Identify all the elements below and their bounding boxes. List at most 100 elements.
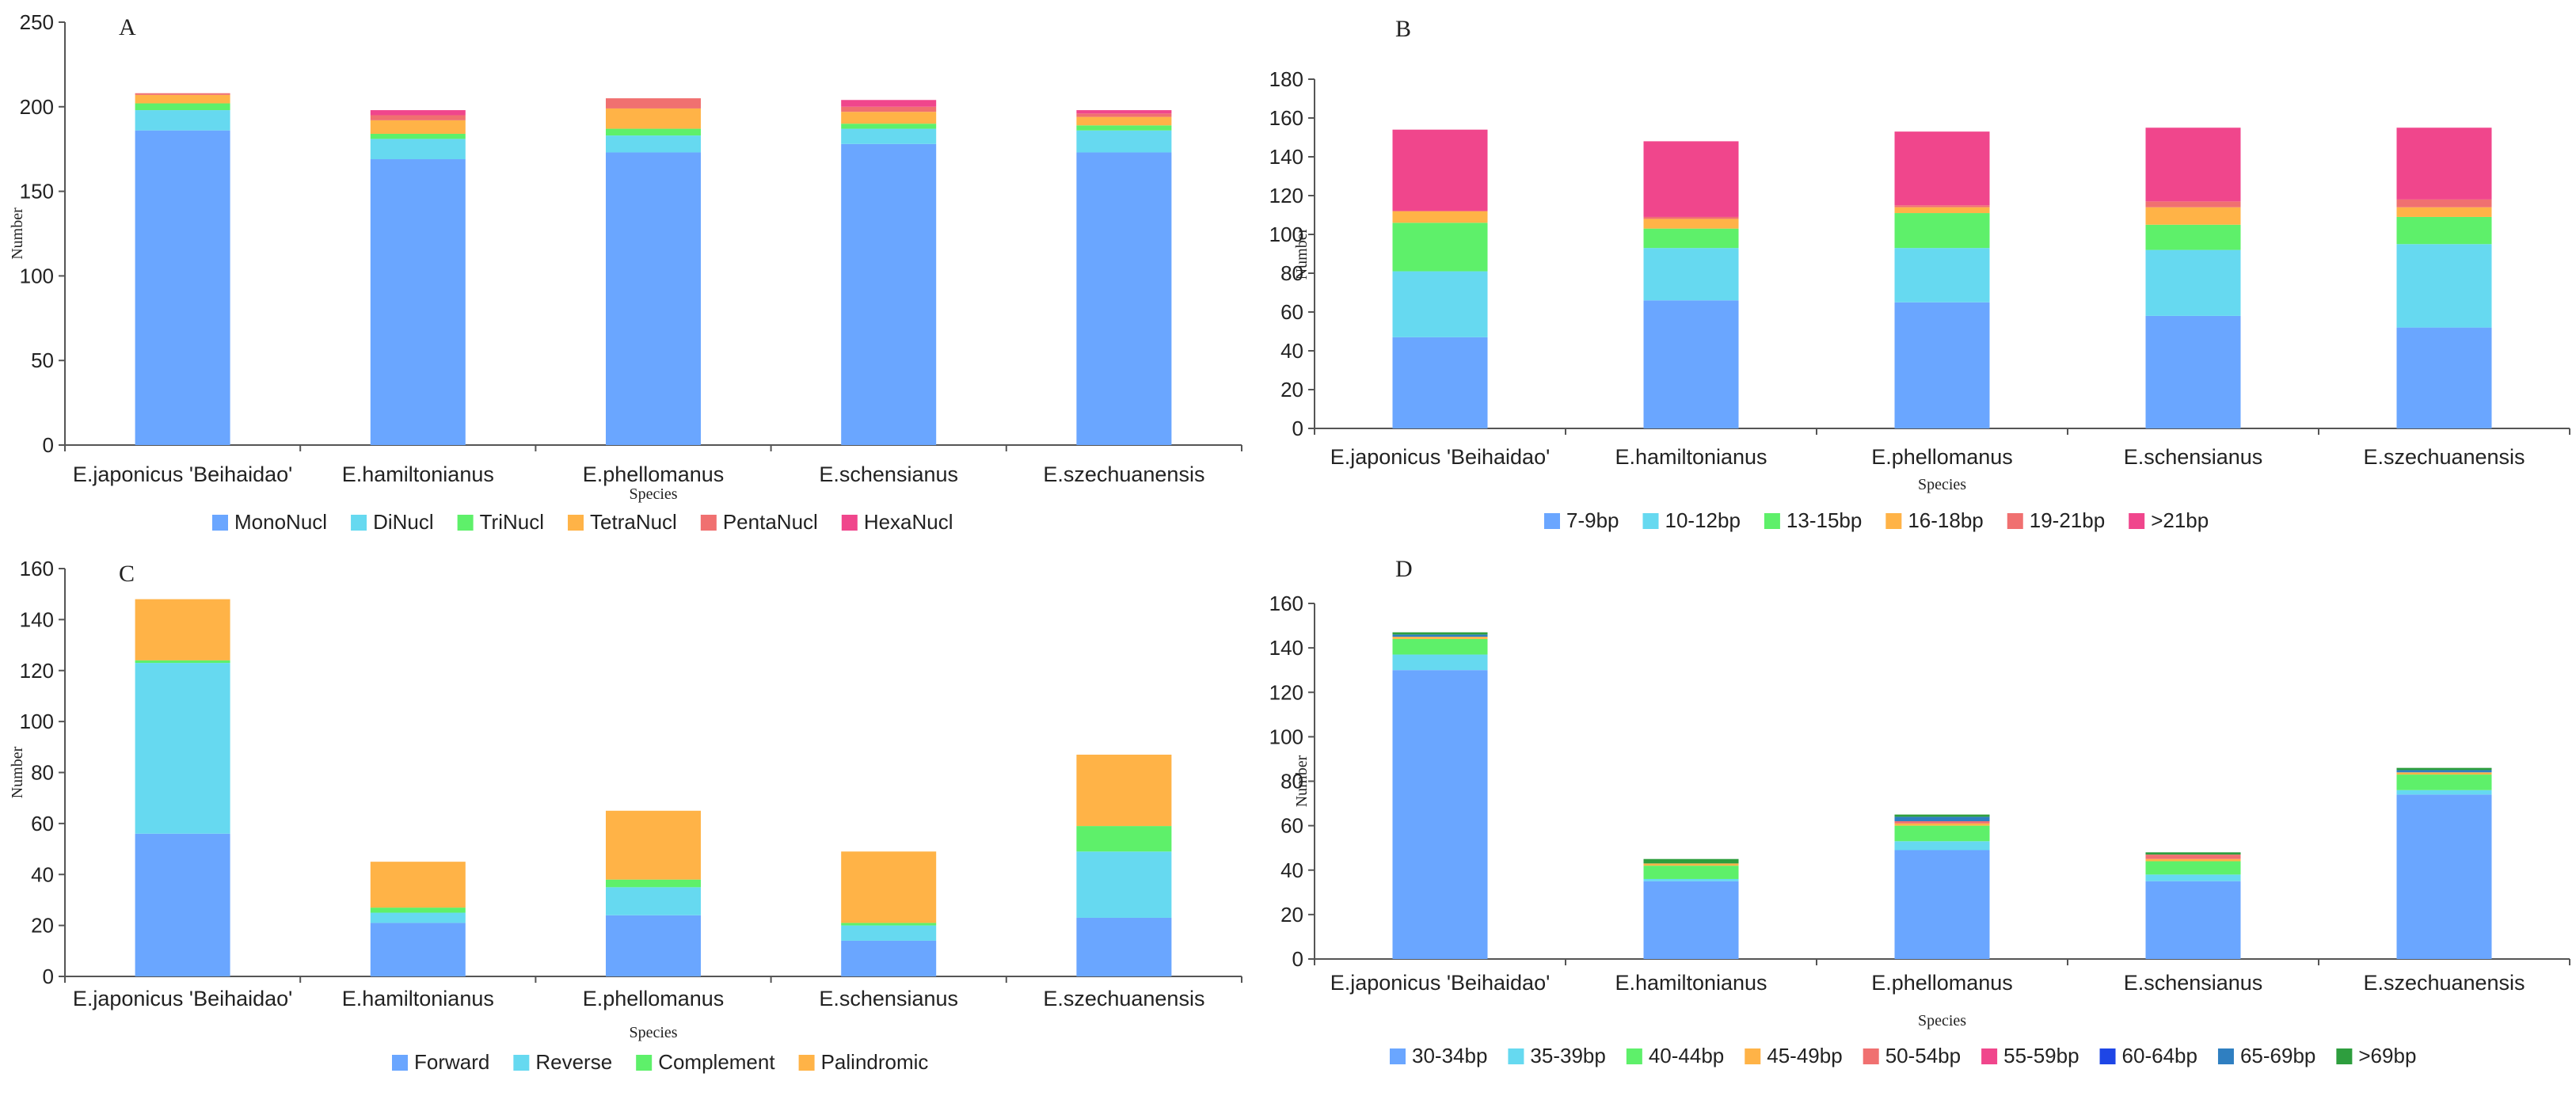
bar-segment-complement xyxy=(1076,826,1172,852)
bar-segment--69bp xyxy=(2396,767,2492,771)
bar-segment-mononucl xyxy=(606,152,701,446)
chart-panel-b: B 0 20 40 60 80 100 120 140 160 180 Number E.japonic… xyxy=(1269,16,2570,532)
y-tick-label: 120 xyxy=(20,659,54,683)
y-tick-label: 60 xyxy=(31,812,54,835)
bar-segment-50-54bp xyxy=(2145,854,2241,859)
bar-segment-7-9bp xyxy=(2396,327,2492,428)
panel-letter: A xyxy=(119,14,136,40)
bar-segment-7-9bp xyxy=(1643,300,1739,428)
bar-segment-35-39bp xyxy=(2396,790,2492,795)
bar-segment-13-15bp xyxy=(2145,224,2241,250)
legend-label: 30-34bp xyxy=(1412,1044,1487,1067)
bar-segment--21bp xyxy=(2396,127,2492,200)
bar-segment-tetranucl xyxy=(841,112,937,124)
legend-swatch-19-21bp xyxy=(2007,513,2023,529)
bar-segment-palindromic xyxy=(841,851,937,923)
x-category-label: E.hamiltonianus xyxy=(1615,971,1767,995)
bar-segment-16-18bp xyxy=(1894,207,1990,214)
bar-segment-7-9bp xyxy=(2145,315,2241,428)
legend-label: 50-54bp xyxy=(1885,1044,1961,1067)
y-tick-label: 150 xyxy=(20,180,54,204)
bar-segment-pentanucl xyxy=(370,115,466,120)
bar-segment-tetranucl xyxy=(135,94,230,104)
bar-segment-30-34bp xyxy=(1894,850,1990,959)
legend: 30-34bp 35-39bp 40-44bp 45-49bp 50-54bp 55-59… xyxy=(1390,1044,2416,1067)
y-tick-label: 160 xyxy=(1269,592,1303,615)
y-tick-label: 50 xyxy=(31,348,54,372)
y-tick-label: 120 xyxy=(1269,184,1303,207)
y-tick-label: 100 xyxy=(20,710,54,733)
legend: MonoNucl DiNucl TriNucl TetraNucl PentaNucl H… xyxy=(212,510,953,534)
bar-segment-10-12bp xyxy=(2145,249,2241,316)
bar-segment-45-49bp xyxy=(1643,863,1739,866)
legend-label: TetraNucl xyxy=(590,510,677,534)
legend-swatch-40-44bp xyxy=(1626,1048,1642,1064)
legend-label: Palindromic xyxy=(821,1050,929,1074)
x-category-label: E.phellomanus xyxy=(1871,445,2013,469)
bar-segment-16-18bp xyxy=(2145,207,2241,225)
y-tick-label: 140 xyxy=(20,607,54,631)
legend-label: >69bp xyxy=(2358,1044,2416,1067)
legend-label: TriNucl xyxy=(480,510,544,534)
legend-swatch-13-15bp xyxy=(1764,513,1780,529)
bar-segment-reverse xyxy=(1076,851,1172,918)
bar-segment-reverse xyxy=(135,663,230,834)
x-category-label: E.japonicus 'Beihaidao' xyxy=(1330,445,1551,469)
legend-swatch-65-69bp xyxy=(2217,1048,2234,1064)
bar-segment--69bp xyxy=(1894,814,1990,817)
bar-segment--21bp xyxy=(1643,141,1739,217)
legend-label: 13-15bp xyxy=(1786,508,1862,532)
bar-segment-35-39bp xyxy=(1894,841,1990,851)
y-tick-label: 80 xyxy=(31,761,54,785)
y-tick-label: 250 xyxy=(20,10,54,34)
bar-segment--21bp xyxy=(1392,129,1488,211)
bar-segment--69bp xyxy=(1392,632,1488,635)
x-category-label: E.schensianus xyxy=(819,987,958,1010)
bar-segment-complement xyxy=(606,879,701,888)
x-category-label: E.japonicus 'Beihaidao' xyxy=(73,462,293,486)
bar-segment-30-34bp xyxy=(2145,881,2241,959)
bar-segment-tetranucl xyxy=(370,120,466,134)
bar-segment-40-44bp xyxy=(2145,861,2241,875)
bar-segment-mononucl xyxy=(1076,152,1172,446)
x-category-label: E.szechuanensis xyxy=(1043,462,1204,486)
bar-segment--69bp xyxy=(2145,852,2241,855)
bar-segment-trinucl xyxy=(135,103,230,111)
legend-label: 19-21bp xyxy=(2030,508,2105,532)
legend-label: MonoNucl xyxy=(234,510,327,534)
bar-segment-trinucl xyxy=(370,133,466,139)
legend-swatch-16-18bp xyxy=(1885,513,1902,529)
chart-panel-a: A 0 50 100 150 200 250 Number E.japonicus 'Beiha… xyxy=(9,10,1242,534)
legend-swatch-60-64bp xyxy=(2099,1048,2116,1064)
bar-segment-13-15bp xyxy=(1894,213,1990,249)
bar-segment-forward xyxy=(135,833,230,976)
y-tick-label: 80 xyxy=(1280,261,1303,285)
bar-segment-45-49bp xyxy=(2396,772,2492,775)
y-tick-label: 80 xyxy=(1280,770,1303,793)
bar-segment-pentanucl xyxy=(606,98,701,108)
bar-segment-complement xyxy=(370,908,466,913)
legend-swatch-55-59bp xyxy=(1981,1048,1998,1064)
bar-segment-10-12bp xyxy=(1643,248,1739,301)
bar-segment-tetranucl xyxy=(1076,116,1172,126)
legend-swatch-50-54bp xyxy=(1863,1048,1879,1064)
chart-panel-d: D 0 20 40 60 80 100 120 140 160 Number E.japonicus … xyxy=(1269,556,2570,1067)
legend-label: Reverse xyxy=(535,1050,612,1074)
bar-segment--21bp xyxy=(1894,131,1990,206)
legend-swatch-mononucl xyxy=(212,515,228,531)
y-tick-label: 20 xyxy=(31,914,54,938)
x-axis-label: Species xyxy=(1918,1012,1966,1029)
legend-swatch-hexanucl xyxy=(841,515,858,531)
y-tick-label: 120 xyxy=(1269,680,1303,704)
legend-swatch-45-49bp xyxy=(1745,1048,1761,1064)
x-category-label: E.phellomanus xyxy=(1871,971,2013,995)
bar-segment-dinucl xyxy=(1076,130,1172,153)
bar-segment-hexanucl xyxy=(1076,110,1172,114)
bar-segment-hexanucl xyxy=(841,100,937,107)
legend-label: 7-9bp xyxy=(1566,508,1619,532)
x-category-label: E.schensianus xyxy=(2124,971,2263,995)
bar-segment-reverse xyxy=(606,887,701,915)
x-axis-label: Species xyxy=(629,485,677,503)
bar-segment-reverse xyxy=(841,925,937,941)
